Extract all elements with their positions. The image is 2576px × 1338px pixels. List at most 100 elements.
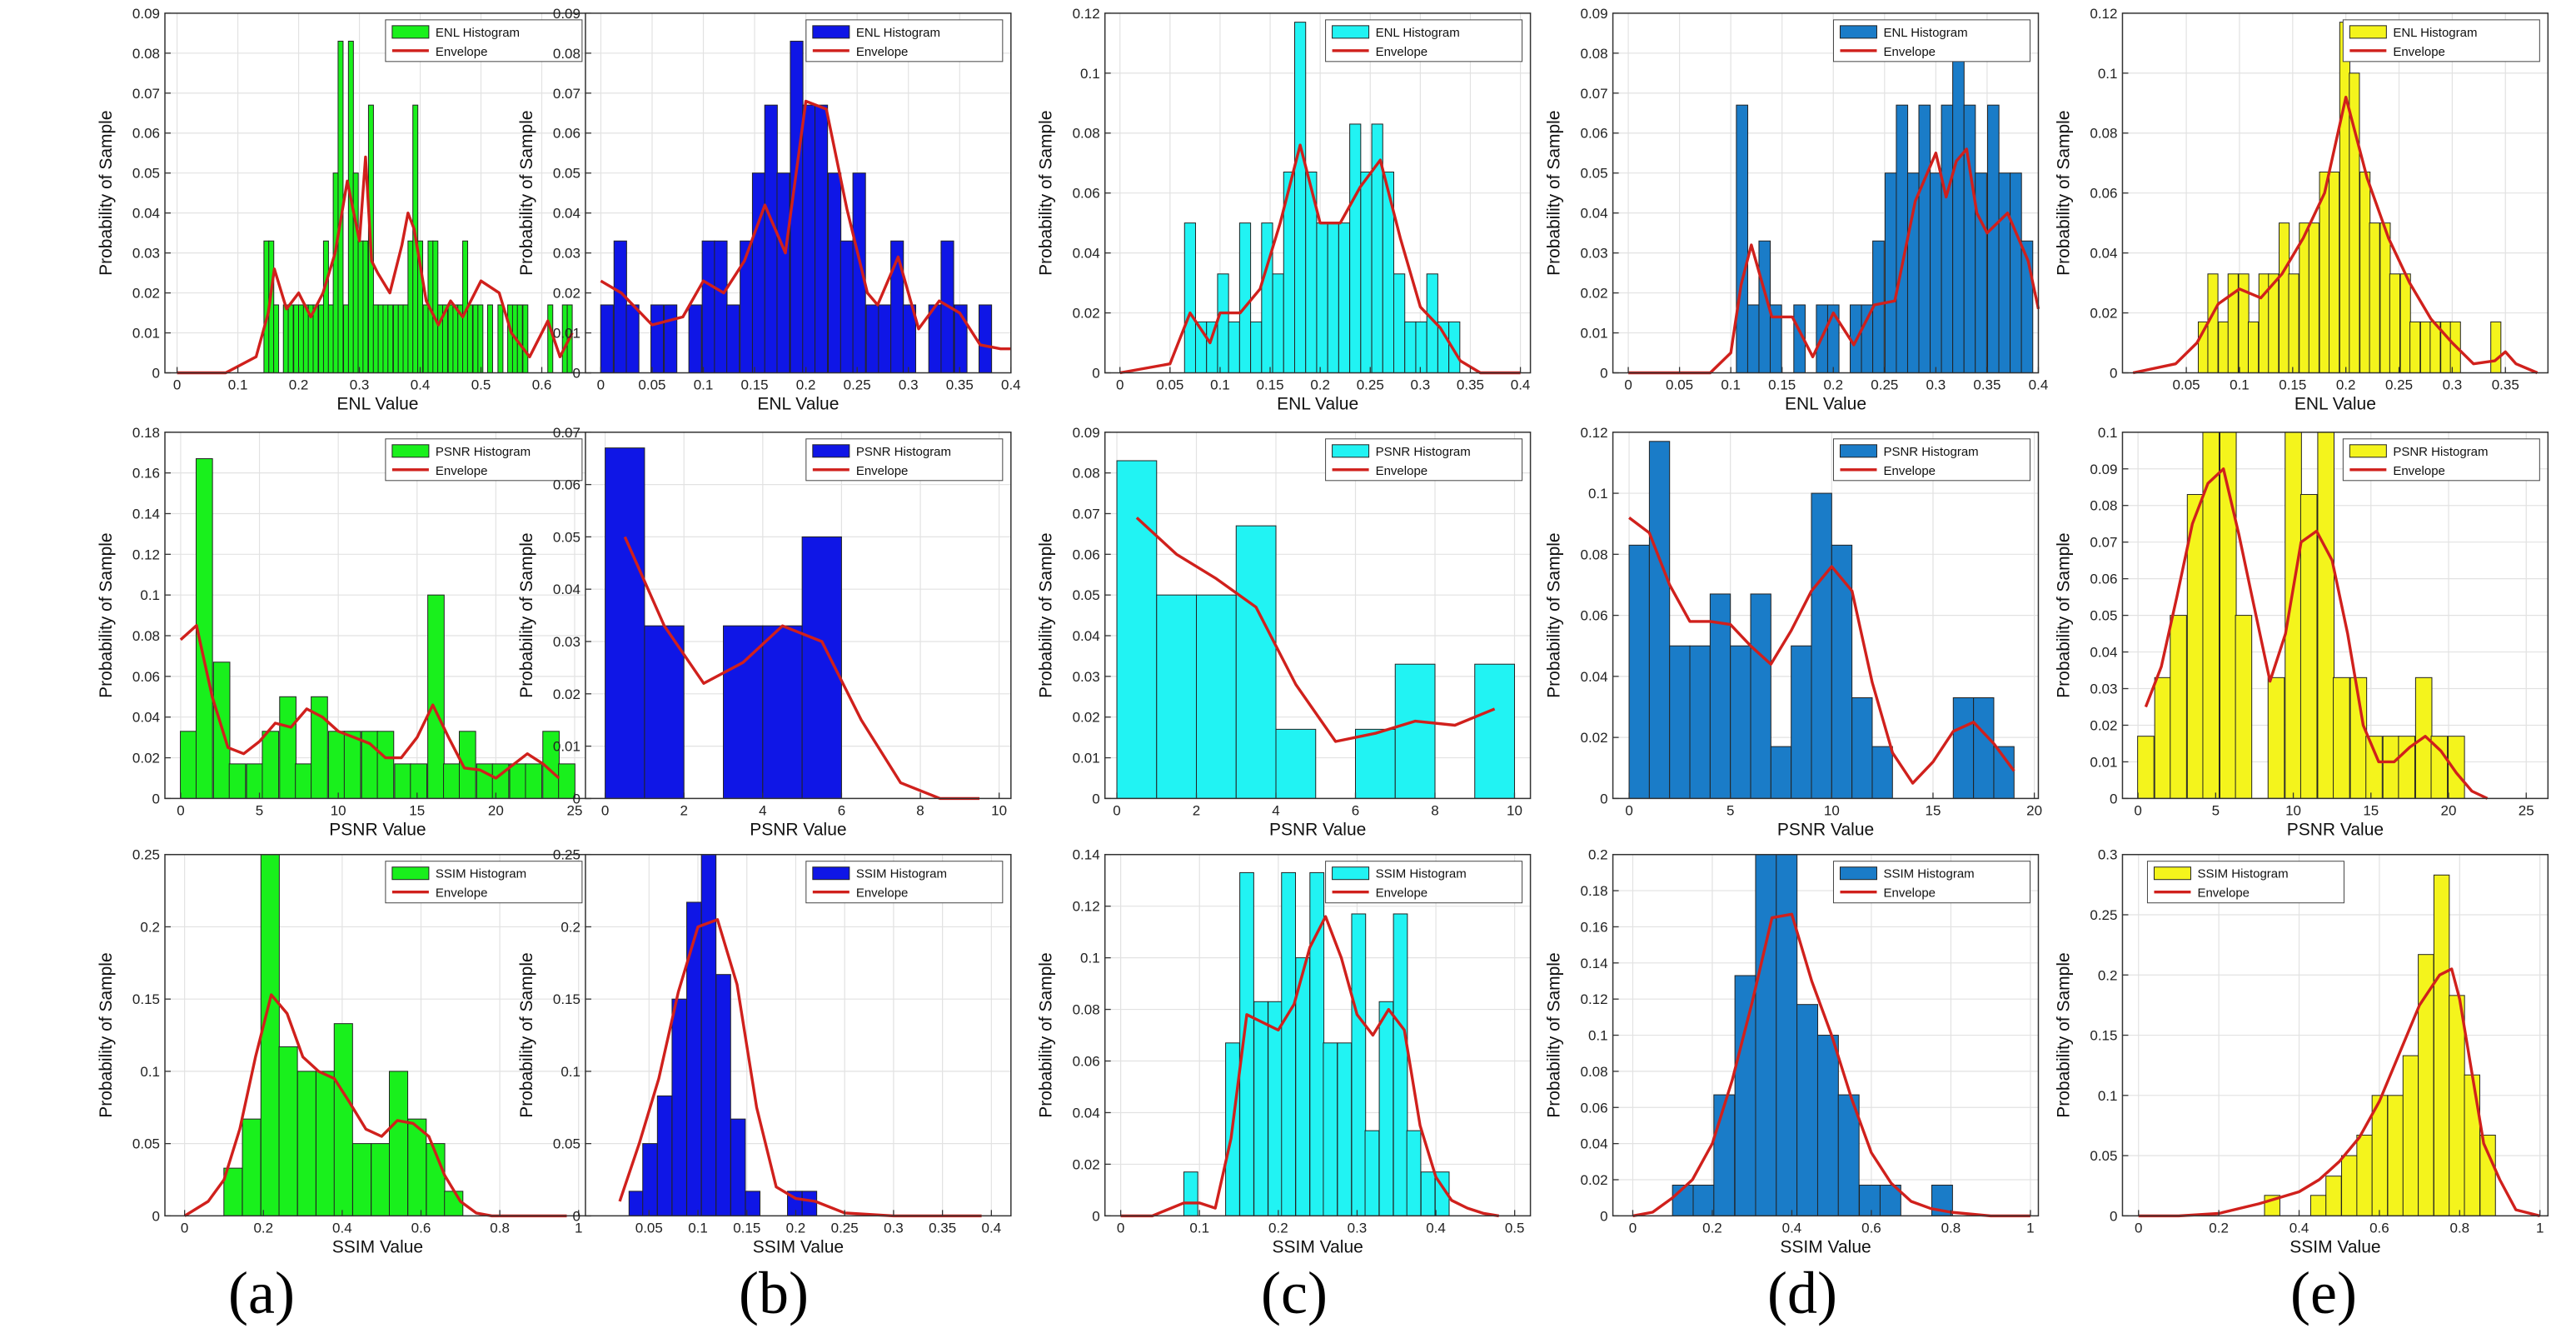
- x-tick-label: 0: [597, 377, 605, 393]
- envelope-line: [177, 155, 574, 375]
- y-tick-label: 0.12: [1580, 991, 1607, 1007]
- histogram-bar: [397, 304, 404, 374]
- histogram-bar: [2399, 273, 2411, 374]
- y-tick-label: 0.01: [553, 326, 580, 342]
- x-axis-label: ENL Value: [2294, 395, 2376, 414]
- legend-label-envelope: Envelope: [436, 45, 488, 59]
- legend: SSIM Histogram Envelope: [805, 861, 1004, 904]
- legend-label-histogram: ENL Histogram: [856, 26, 940, 40]
- legend-swatch-histogram: [2153, 866, 2191, 881]
- histogram-bar: [686, 901, 702, 1216]
- x-axis-label: PSNR Value: [1777, 820, 1874, 839]
- envelope-line: [1119, 143, 1521, 375]
- histogram-bar: [2299, 222, 2310, 374]
- x-tick-label: 0.1: [1189, 1220, 1209, 1236]
- y-tick-label: 0.08: [1073, 466, 1100, 482]
- envelope-line: [623, 536, 979, 801]
- axes-box: [585, 853, 1012, 1217]
- x-tick-label: 0.6: [1861, 1220, 1881, 1236]
- y-tick-label: 0.1: [140, 1064, 160, 1080]
- histogram-bar: [312, 304, 319, 374]
- y-tick-label: 0.03: [132, 246, 160, 262]
- y-tick-label: 0.08: [1580, 46, 1607, 62]
- legend-label-envelope: Envelope: [2393, 45, 2445, 59]
- x-tick-label: 0.05: [1666, 377, 1693, 393]
- histogram-bar: [1746, 304, 1760, 374]
- histogram-bar: [1884, 172, 1897, 374]
- histogram-bar: [2207, 273, 2219, 374]
- y-tick-label: 0.01: [132, 326, 160, 342]
- y-tick-label: 0.06: [553, 126, 580, 142]
- histogram-bar: [1268, 1001, 1283, 1216]
- histogram-bar: [1755, 854, 1777, 1216]
- histogram-bar: [392, 304, 399, 374]
- y-tick-label: 0.06: [132, 126, 160, 142]
- x-axis-label: ENL Value: [1785, 395, 1866, 414]
- histogram-bar: [1394, 663, 1436, 799]
- y-axis-label: Probability of Sample: [97, 110, 116, 275]
- histogram-bar: [1295, 957, 1311, 1216]
- y-tick-label: 0.05: [2090, 1148, 2117, 1164]
- x-tick-label: 0.3: [884, 1220, 904, 1236]
- histogram-bar: [246, 763, 264, 799]
- envelope-line: [1120, 915, 1499, 1218]
- histogram-bar: [2341, 1155, 2358, 1216]
- histogram-bar: [522, 304, 529, 374]
- histogram-bar: [1156, 594, 1198, 799]
- legend: PSNR Histogram Envelope: [2342, 438, 2540, 482]
- histogram-bar: [1183, 222, 1196, 374]
- histogram-bar: [1420, 1171, 1436, 1216]
- histogram-bar: [1281, 871, 1297, 1216]
- histogram-bar: [1669, 645, 1691, 799]
- y-tick-label: 0.2: [561, 919, 580, 935]
- y-tick-label: 0: [572, 791, 580, 806]
- histogram-bar: [2490, 321, 2502, 374]
- x-tick-label: 10: [331, 802, 346, 818]
- x-tick-label: 0.6: [532, 377, 552, 393]
- x-tick-label: 0.6: [411, 1220, 431, 1236]
- histogram-bar: [1250, 321, 1263, 374]
- legend-label-histogram: PSNR Histogram: [1376, 445, 1471, 459]
- x-tick-label: 0: [1624, 377, 1632, 393]
- y-tick-label: 0.06: [1580, 608, 1607, 624]
- x-tick-label: 0.25: [1357, 377, 1384, 393]
- x-axis-label: PSNR Value: [1269, 820, 1366, 839]
- histogram-bar: [1918, 104, 1931, 374]
- histogram-bar: [928, 304, 942, 374]
- x-tick-label: 0.2: [2209, 1220, 2229, 1236]
- x-tick-label: 0.1: [1721, 377, 1741, 393]
- envelope-line: [1135, 517, 1496, 743]
- x-tick-label: 20: [2026, 802, 2042, 818]
- y-tick-label: 0.14: [1073, 847, 1100, 863]
- x-tick-label: 2: [1193, 802, 1200, 818]
- histogram-bar: [1238, 222, 1252, 374]
- axes-box: [1612, 12, 2040, 374]
- histogram-bar: [2227, 273, 2239, 374]
- x-tick-label: 0.8: [490, 1220, 510, 1236]
- x-tick-label: 0.15: [733, 1220, 760, 1236]
- histogram-bar: [2433, 874, 2450, 1216]
- y-tick-label: 0: [2110, 791, 2117, 806]
- histogram-bar: [2369, 222, 2380, 374]
- histogram-bar: [1796, 1004, 1819, 1216]
- y-tick-label: 0.04: [1580, 206, 1607, 222]
- x-tick-label: 4: [1272, 802, 1279, 818]
- y-tick-label: 0.1: [561, 1064, 580, 1080]
- y-axis-label: Probability of Sample: [2054, 952, 2073, 1117]
- axes-box: [1104, 853, 1532, 1217]
- y-axis-label: Probability of Sample: [1545, 532, 1564, 697]
- histogram-bar: [1253, 1001, 1268, 1216]
- y-tick-label: 0.02: [1580, 1172, 1607, 1188]
- legend-label-envelope: Envelope: [436, 464, 488, 478]
- histogram-bar: [1837, 1094, 1860, 1216]
- axes-box: [585, 12, 1012, 374]
- y-tick-label: 0.01: [2090, 754, 2117, 770]
- histogram-bar: [2325, 1176, 2342, 1216]
- x-tick-label: 5: [1726, 802, 1734, 818]
- y-tick-label: 0: [2110, 366, 2117, 382]
- y-tick-label: 0.08: [1073, 1002, 1100, 1018]
- y-tick-label: 0.07: [2090, 535, 2117, 551]
- y-tick-label: 0.05: [1580, 166, 1607, 182]
- histogram-bar: [2440, 321, 2452, 374]
- histogram-bar: [776, 172, 790, 374]
